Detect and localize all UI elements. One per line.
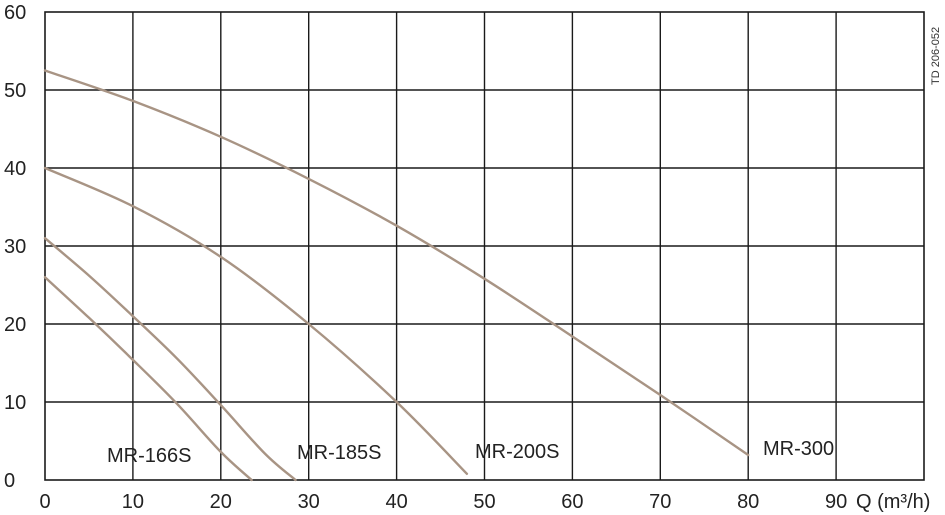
y-tick-label: 10 xyxy=(4,392,26,414)
series-label-mr-185s: MR-185S xyxy=(297,442,381,464)
x-tick-label: 70 xyxy=(649,491,671,513)
series-line-mr-185s xyxy=(43,237,297,482)
x-tick-label: 90 xyxy=(825,491,847,513)
x-tick-label: 60 xyxy=(561,491,583,513)
x-tick-label: 50 xyxy=(473,491,495,513)
tick-labels: 0 10 20 30 40 50 60 70 80 90 0 10 20 30 40 50 60 xyxy=(4,2,847,513)
series-labels: MR-166S MR-185S MR-200S MR-300 xyxy=(107,438,834,467)
series-line-mr-300 xyxy=(43,69,750,457)
x-tick-label: 80 xyxy=(737,491,759,513)
series-label-mr-166s: MR-166S xyxy=(107,445,191,467)
x-tick-label: 40 xyxy=(385,491,407,513)
series-label-mr-200s: MR-200S xyxy=(475,441,559,463)
y-tick-label: 60 xyxy=(4,2,26,24)
series-line-mr-166s xyxy=(43,276,253,482)
y-tick-label: 50 xyxy=(4,80,26,102)
series-label-mr-300: MR-300 xyxy=(763,438,834,460)
x-tick-label: 10 xyxy=(122,491,144,513)
y-tick-label: 0 xyxy=(4,470,15,492)
y-tick-label: 30 xyxy=(4,236,26,258)
x-tick-label: 0 xyxy=(39,491,50,513)
x-tick-label: 30 xyxy=(298,491,320,513)
grid xyxy=(44,11,925,481)
y-tick-label: 20 xyxy=(4,314,26,336)
series-lines xyxy=(43,69,750,482)
y-tick-label: 40 xyxy=(4,158,26,180)
x-axis-unit-label: Q (m³/h) xyxy=(856,491,930,513)
plot-frame xyxy=(44,11,925,481)
document-code: TD 206-052 xyxy=(930,27,942,85)
series-line-mr-200s xyxy=(43,166,469,475)
x-tick-label: 20 xyxy=(210,491,232,513)
